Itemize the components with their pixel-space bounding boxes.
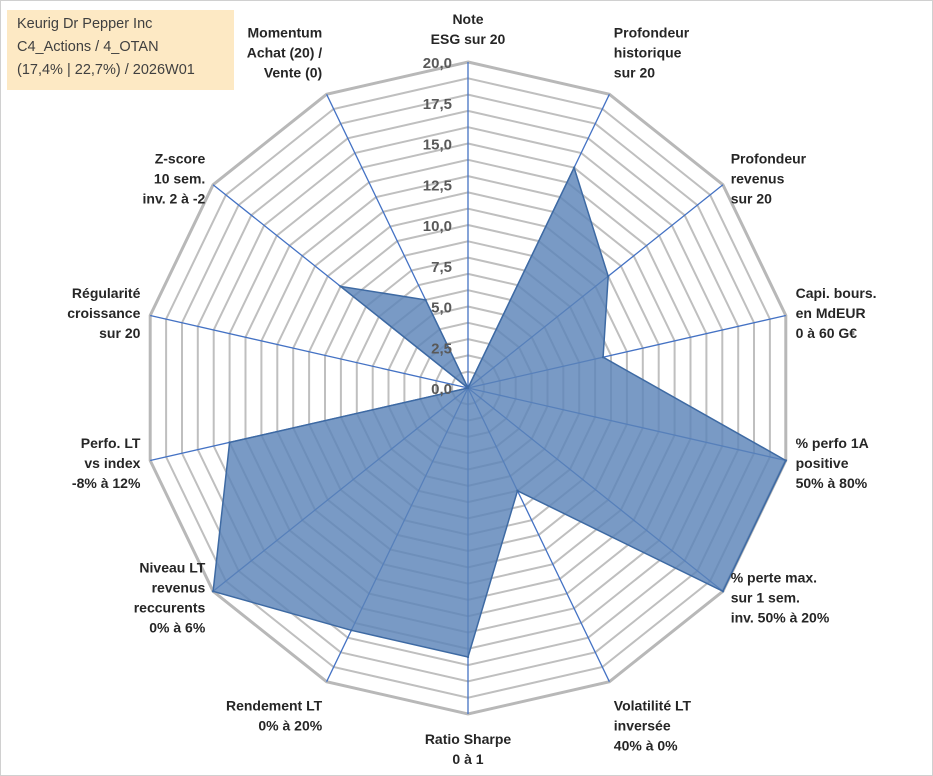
info-box: Keurig Dr Pepper Inc C4_Actions / 4_OTAN…: [7, 10, 234, 90]
series-point: [466, 386, 470, 390]
axis-label: Note ESG sur 20: [431, 11, 506, 47]
info-stats: (17,4% | 22,7%) / 2026W01: [17, 62, 195, 78]
radar-tick-labels: 0,0 2,5 5,0 7,5 10,0 12,5 15,0 17,5 20,0: [423, 55, 452, 398]
axis-spoke: [150, 314, 469, 389]
axis-label: Capi. bours. en MdEUR 0 à 60 G€: [796, 285, 877, 341]
series-point: [350, 629, 353, 632]
tick-label: 15,0: [423, 137, 452, 154]
tick-label: 10,0: [423, 218, 452, 235]
axis-label: Niveau LT revenus reccurents 0% à 6%: [134, 560, 206, 636]
series-point: [572, 166, 576, 169]
tick-label: 7,5: [431, 259, 452, 276]
axis-label: Perfo. LT vs index -8% à 12%: [72, 435, 141, 491]
series-point: [601, 356, 605, 359]
axis-label: Profondeur revenus sur 20: [731, 151, 807, 207]
series-point: [211, 590, 215, 593]
axis-label: Z-score 10 sem. inv. 2 à -2: [143, 151, 206, 207]
series-point: [784, 459, 787, 462]
tick-label: 2,5: [431, 340, 452, 357]
axis-label: Profondeur historique sur 20: [614, 24, 690, 80]
tick-label: 17,5: [423, 96, 452, 113]
tick-label: 5,0: [431, 300, 452, 317]
radar-axis-labels: Note ESG sur 20 Profondeur historique sur 20…: [67, 11, 876, 767]
axis-label: Régularité croissance sur 20: [67, 285, 140, 341]
axis-label: Volatilité LT inversée 40% à 0%: [614, 698, 692, 754]
series-point: [721, 590, 725, 593]
series-point: [466, 655, 470, 659]
radar-series: [211, 165, 787, 659]
axis-label: Rendement LT 0% à 20%: [226, 698, 323, 734]
axis-label: Ratio Sharpe 0 à 1: [425, 731, 512, 767]
series-point: [607, 275, 610, 278]
series-point: [339, 285, 342, 288]
tick-label: 0,0: [431, 381, 452, 398]
series-area: [212, 165, 787, 658]
axis-label: Momentum Achat (20) / Vente (0): [247, 24, 323, 80]
info-category: C4_Actions / 4_OTAN: [17, 39, 159, 55]
series-point: [424, 298, 427, 302]
info-company-name: Keurig Dr Pepper Inc: [17, 16, 153, 32]
axis-label: % perte max. sur 1 sem. inv. 50% à 20%: [731, 570, 830, 626]
series-point: [228, 441, 231, 444]
tick-label: 20,0: [423, 55, 452, 72]
series-point: [516, 489, 519, 492]
tick-label: 12,5: [423, 177, 452, 194]
axis-label: % perfo 1A positive 50% à 80%: [796, 435, 869, 491]
